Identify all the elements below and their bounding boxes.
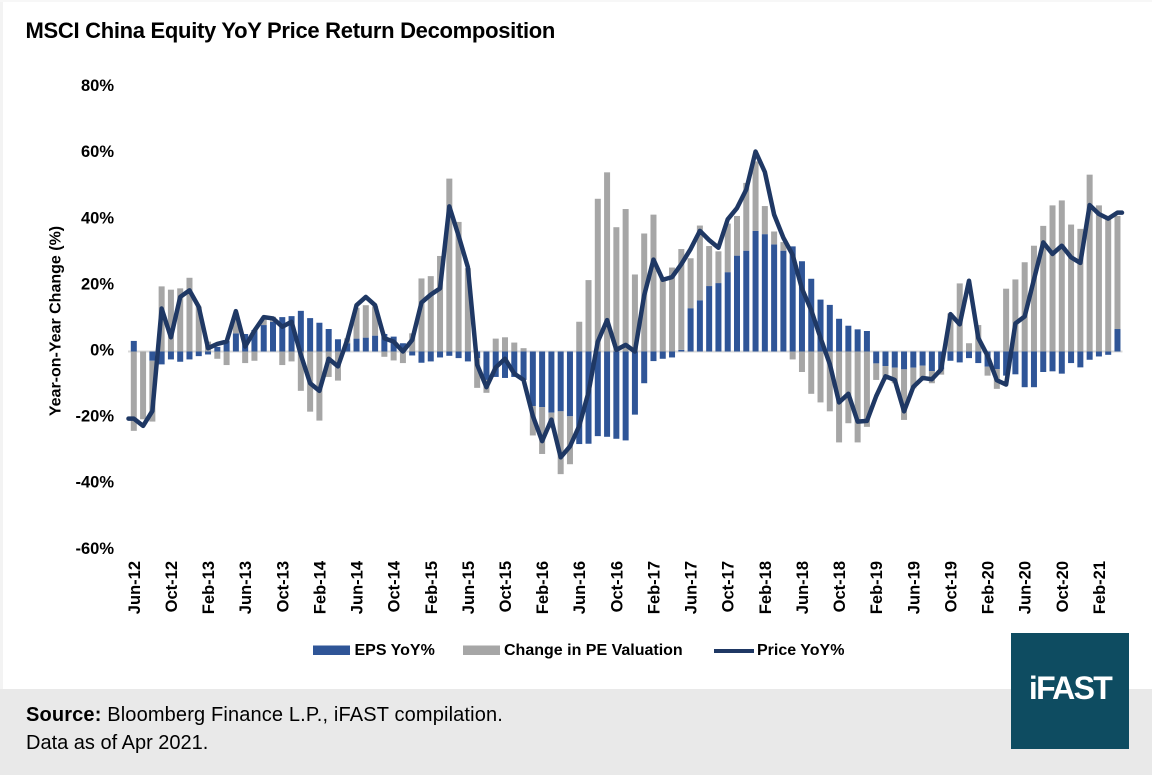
svg-text:60%: 60%	[81, 143, 114, 161]
svg-text:-20%: -20%	[75, 408, 114, 426]
svg-text:Oct-15: Oct-15	[497, 561, 515, 612]
svg-text:EPS YoY%: EPS YoY%	[355, 642, 435, 659]
svg-text:Oct-20: Oct-20	[1054, 561, 1072, 612]
svg-text:Oct-17: Oct-17	[720, 561, 738, 612]
svg-text:Jun-17: Jun-17	[683, 561, 701, 614]
svg-text:Price YoY%: Price YoY%	[757, 642, 844, 659]
svg-text:20%: 20%	[81, 275, 114, 293]
svg-text:0%: 0%	[90, 342, 114, 360]
svg-text:Feb-21: Feb-21	[1091, 561, 1109, 614]
svg-text:Feb-17: Feb-17	[645, 561, 663, 614]
svg-text:Jun-20: Jun-20	[1017, 561, 1035, 614]
svg-text:-60%: -60%	[75, 540, 114, 558]
svg-text:40%: 40%	[81, 209, 114, 227]
svg-text:Oct-18: Oct-18	[831, 561, 849, 612]
svg-text:Oct-19: Oct-19	[942, 561, 960, 612]
svg-text:Jun-18: Jun-18	[794, 561, 812, 614]
svg-text:Feb-14: Feb-14	[311, 560, 329, 614]
svg-text:Jun-19: Jun-19	[905, 561, 923, 614]
svg-text:Jun-13: Jun-13	[237, 561, 255, 614]
svg-text:Oct-16: Oct-16	[608, 561, 626, 612]
svg-text:Year-on-Year Change (%): Year-on-Year Change (%)	[48, 226, 65, 416]
svg-text:Jun-15: Jun-15	[460, 561, 478, 614]
svg-text:Oct-13: Oct-13	[274, 561, 292, 612]
svg-text:Jun-12: Jun-12	[126, 561, 144, 614]
svg-text:-40%: -40%	[75, 474, 114, 492]
svg-text:Feb-18: Feb-18	[757, 561, 775, 614]
svg-text:Oct-14: Oct-14	[386, 560, 404, 612]
svg-text:Change in PE Valuation: Change in PE Valuation	[504, 642, 683, 659]
svg-text:Jun-16: Jun-16	[571, 561, 589, 614]
svg-text:Oct-12: Oct-12	[163, 561, 181, 612]
svg-text:Feb-16: Feb-16	[534, 561, 552, 614]
svg-text:Feb-13: Feb-13	[200, 561, 218, 614]
svg-text:Feb-19: Feb-19	[868, 561, 886, 614]
svg-text:Feb-15: Feb-15	[423, 561, 441, 614]
svg-text:Feb-20: Feb-20	[980, 561, 998, 614]
svg-text:Jun-14: Jun-14	[349, 560, 367, 614]
svg-text:80%: 80%	[81, 77, 114, 95]
